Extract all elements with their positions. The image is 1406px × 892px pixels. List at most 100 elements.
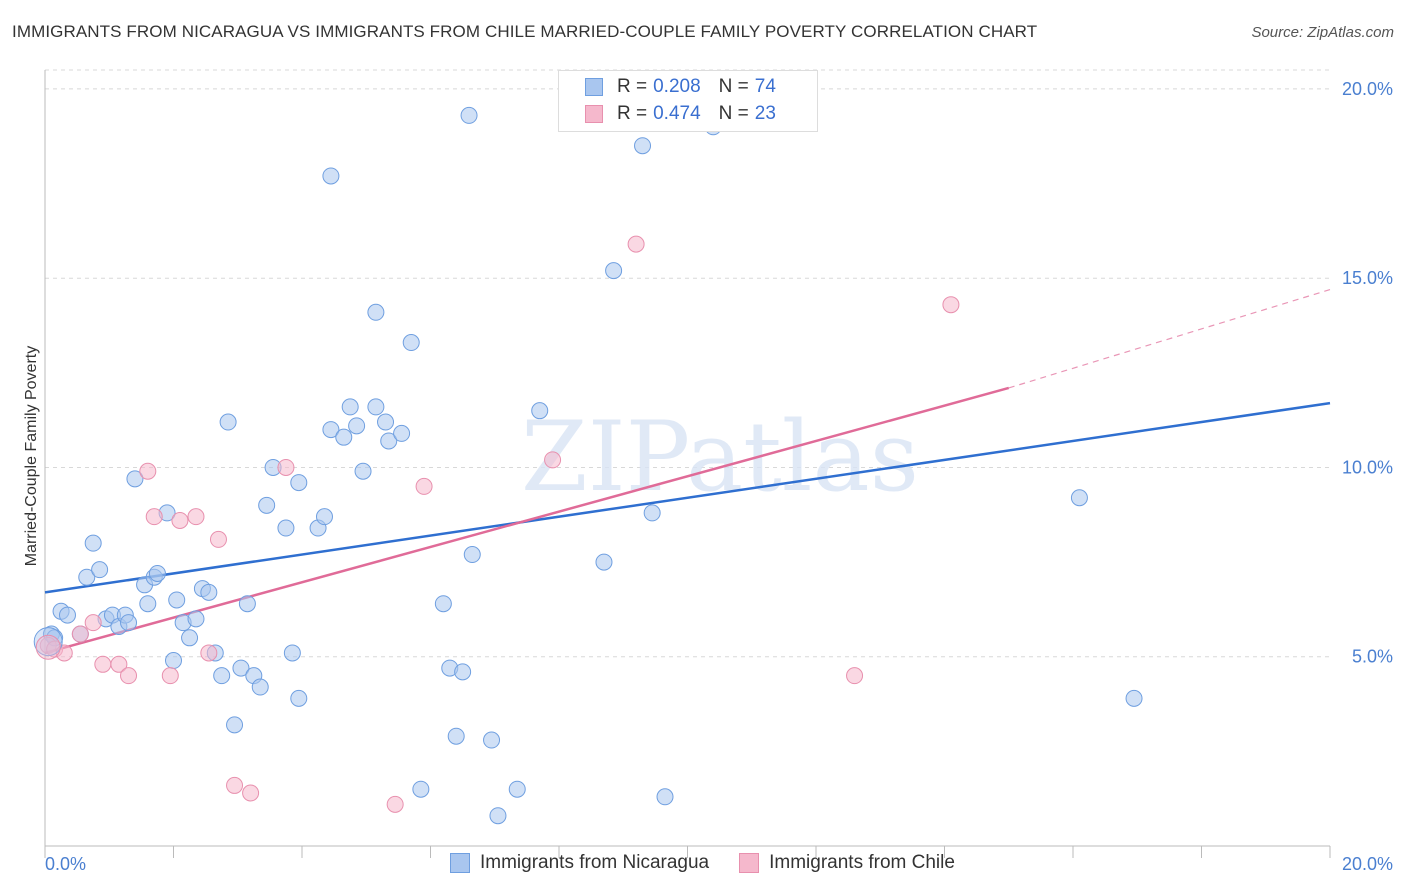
trendline-chile-extension	[1008, 288, 1331, 389]
y-tick-label: 5.0%	[1352, 647, 1393, 667]
point-chile	[277, 458, 295, 476]
point-nicaragua	[531, 402, 549, 420]
legend-item-nicaragua[interactable]: Immigrants from Nicaragua	[450, 852, 709, 874]
point-nicaragua	[367, 398, 385, 416]
point-nicaragua	[605, 262, 623, 280]
axes	[44, 70, 1331, 858]
point-nicaragua	[643, 504, 661, 522]
point-nicaragua	[168, 591, 186, 609]
point-chile	[242, 784, 260, 802]
point-nicaragua	[322, 421, 340, 439]
legend-swatch-nicaragua	[585, 78, 603, 96]
point-nicaragua	[126, 470, 144, 488]
point-nicaragua	[377, 413, 395, 431]
legend-r-label: R =	[617, 103, 648, 124]
x-tick-label: 0.0%	[45, 854, 86, 874]
legend-r-label: R =	[617, 76, 648, 97]
legend-row-nicaragua: R = 0.208 N = 74	[585, 76, 776, 98]
y-tick-label: 15.0%	[1342, 268, 1393, 288]
point-chile	[200, 644, 218, 662]
point-nicaragua	[1125, 689, 1143, 707]
trendline-nicaragua	[44, 401, 1331, 594]
point-chile	[187, 508, 205, 526]
point-chile	[145, 508, 163, 526]
source-label: Source: ZipAtlas.com	[1251, 24, 1394, 41]
point-chile	[110, 655, 128, 673]
point-nicaragua	[434, 595, 452, 613]
point-nicaragua	[412, 780, 430, 798]
point-chile	[94, 655, 112, 673]
point-chile	[161, 667, 179, 685]
y-axis-title: Married-Couple Family Poverty	[23, 346, 40, 567]
legend-n-value: 74	[754, 76, 776, 97]
tick-labels: 5.0% 10.0% 15.0% 20.0% 0.0% 20.0%	[45, 79, 1393, 874]
point-nicaragua	[508, 780, 526, 798]
legend-swatch-chile	[585, 105, 603, 123]
point-nicaragua	[1070, 489, 1088, 507]
point-nicaragua	[595, 553, 613, 571]
legend-r-value: 0.208	[653, 76, 701, 97]
point-nicaragua	[634, 137, 652, 155]
point-nicaragua	[58, 606, 76, 624]
point-nicaragua	[226, 716, 244, 734]
point-nicaragua	[460, 106, 478, 124]
point-nicaragua	[354, 462, 372, 480]
point-nicaragua	[315, 508, 333, 526]
point-nicaragua	[283, 644, 301, 662]
point-chile	[139, 462, 157, 480]
point-chile	[120, 667, 138, 685]
data-points	[33, 106, 1143, 825]
point-chile	[171, 511, 189, 529]
legend-item-chile[interactable]: Immigrants from Chile	[739, 852, 955, 874]
legend-n-value: 23	[754, 103, 776, 124]
point-chile	[942, 296, 960, 314]
point-nicaragua	[402, 334, 420, 352]
point-nicaragua	[238, 595, 256, 613]
point-chile	[84, 614, 102, 632]
y-tick-label: 20.0%	[1342, 79, 1393, 99]
point-nicaragua	[181, 629, 199, 647]
point-nicaragua	[148, 564, 166, 582]
point-nicaragua	[200, 583, 218, 601]
point-nicaragua	[290, 689, 308, 707]
point-nicaragua	[213, 667, 231, 685]
legend-r-value: 0.474	[653, 103, 701, 124]
point-chile	[544, 451, 562, 469]
point-nicaragua	[165, 652, 182, 670]
point-nicaragua	[78, 568, 96, 586]
point-nicaragua	[463, 546, 481, 564]
point-nicaragua	[219, 413, 237, 431]
point-chile	[226, 776, 244, 794]
point-nicaragua	[489, 807, 507, 825]
point-nicaragua	[656, 788, 674, 806]
x-tick-label: 20.0%	[1342, 854, 1393, 874]
point-chile	[846, 667, 864, 685]
point-chile	[415, 477, 433, 495]
point-nicaragua	[348, 417, 366, 435]
point-nicaragua	[341, 398, 359, 416]
correlation-legend: R = 0.208 N = 74 R = 0.474 N = 23	[558, 70, 818, 132]
watermark: ZIPatlas	[521, 401, 919, 513]
point-nicaragua	[290, 474, 308, 492]
point-nicaragua	[380, 432, 398, 450]
legend-label-chile: Immigrants from Chile	[769, 852, 955, 873]
trendline-chile	[44, 386, 1010, 655]
point-chile	[35, 634, 61, 660]
point-nicaragua	[277, 519, 295, 537]
chart-title: IMMIGRANTS FROM NICARAGUA VS IMMIGRANTS …	[12, 22, 1038, 41]
point-nicaragua	[393, 424, 411, 442]
series-legend: Immigrants from Nicaragua Immigrants fro…	[450, 852, 985, 874]
legend-swatch-nicaragua	[450, 853, 470, 873]
legend-swatch-chile	[739, 853, 760, 873]
point-chile	[386, 795, 404, 813]
grid-lines	[45, 69, 1330, 658]
point-chile	[209, 530, 227, 548]
point-nicaragua	[322, 167, 340, 185]
point-chile	[71, 625, 89, 643]
point-nicaragua	[33, 627, 63, 657]
point-nicaragua	[367, 303, 385, 321]
point-nicaragua	[251, 678, 269, 696]
point-chile	[627, 235, 645, 253]
legend-n-label: N =	[718, 103, 749, 124]
